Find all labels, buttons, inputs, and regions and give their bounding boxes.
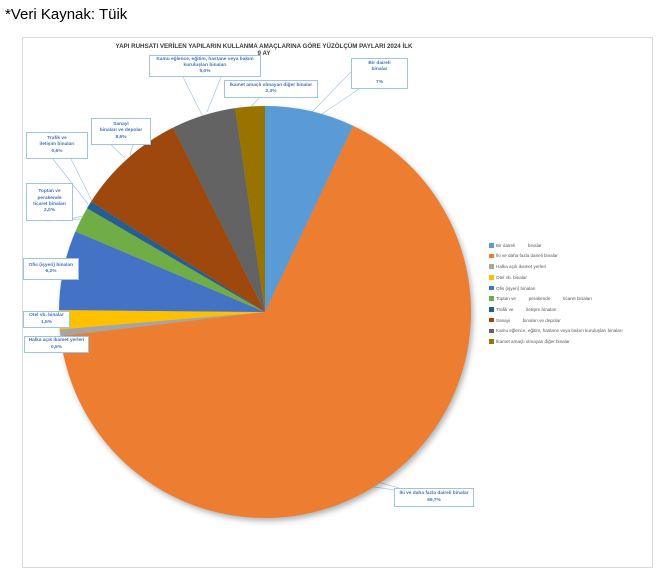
pie-chart [46, 71, 472, 519]
leader-line-bir_daireli [315, 88, 360, 119]
legend-label: Kamu eğlence, eğitim, hastane veya bakım… [496, 328, 623, 334]
legend-item-trafik: Trafik ve iletişim binaları [489, 307, 623, 312]
data-label-text: perakende [37, 195, 62, 201]
data-source-note: *Veri Kaynak: Tüik [5, 6, 128, 23]
data-label-percent: 6,2% [45, 269, 57, 274]
legend-swatch-icon [489, 328, 494, 333]
legend-label: Bir daireli binalar [496, 242, 542, 248]
legend-item-bir_daireli: Bir daireli binalar [489, 243, 623, 248]
legend-swatch-icon [489, 339, 494, 344]
data-label-text: Ofis (işyeri) binaları [28, 262, 74, 268]
leader-line-sanayi [129, 144, 134, 156]
data-label-text: binaları ve depolar [99, 128, 143, 134]
legend-swatch-icon [489, 264, 494, 269]
pie-slice-bir_daireli [265, 106, 354, 312]
legend-label: İkamet amaçlı olmayan diğer binalar [496, 338, 570, 344]
leader-line-trafik [70, 158, 93, 202]
data-label-percent: 2,3% [265, 89, 277, 94]
legend-label: Halka açık ikamet yerleri [496, 264, 547, 270]
legend-label: İki ve daha fazla daireli binalar [496, 253, 558, 259]
leader-line-bir_daireli [310, 71, 352, 114]
legend-label: Sanayi binaları ve depolar [496, 317, 561, 323]
leader-line-ikamet_diger [249, 97, 260, 109]
legend-swatch-icon [489, 307, 494, 312]
chart-frame: YAPI RUHSATI VERİLEN YAPILARIN KULLANMA … [22, 37, 653, 568]
data-label-text: Bir daireli [368, 61, 391, 66]
data-label-iki_ve_daha: İki ve daha fazla daireli binalar 65,7% [394, 488, 474, 507]
data-label-text: binalar [371, 67, 388, 73]
legend-swatch-icon [489, 253, 494, 259]
data-label-text: Toptan ve [38, 189, 61, 195]
data-label-text: Trafik ve [47, 136, 67, 141]
legend-item-sanayi: Sanayi binaları ve depolar [489, 318, 623, 323]
leader-line-kamu [182, 76, 203, 116]
data-label-text: iletişim binaları [39, 142, 75, 148]
data-label-text: Halka açık ikamet yerleri [28, 338, 85, 344]
data-label-text: ticaret binaları [33, 202, 66, 207]
legend-swatch-icon [489, 285, 494, 291]
chart-title: YAPI RUHSATI VERİLEN YAPILARIN KULLANMA … [115, 43, 413, 57]
legend-item-halka: Halka açık ikamet yerleri [489, 264, 623, 269]
pie-slice-trafik [87, 201, 265, 312]
pie-slice-ofis [59, 231, 266, 312]
pie-slice-halka [59, 312, 265, 337]
pie-slice-kamu [173, 108, 265, 312]
pie-slice-iki_ve_daha [60, 125, 472, 519]
pie-slice-ikamet_diger [235, 106, 265, 312]
data-label-sanayi: Sanayi binaları ve depolar 8,6% [91, 118, 151, 145]
data-label-text: İkamet amaçlı olmayan diğer binalar [229, 82, 313, 88]
data-label-percent: 5,0% [199, 69, 211, 75]
data-label-text: kuruluşları binaları [183, 62, 227, 68]
chart-legend: Bir daireli binalar İki ve daha fazla dai… [489, 243, 623, 350]
pie-slice-otel [59, 310, 266, 330]
legend-label: Ofis (işyeri) binaları [496, 285, 536, 291]
data-label-halka: Halka açık ikamet yerleri 0,5% [24, 336, 89, 353]
data-label-percent: 0,6% [51, 148, 63, 154]
legend-item-kamu: Kamu eğlence, eğitim, hastane veya bakım… [489, 328, 623, 334]
legend-label: Otel vb. binalar [496, 274, 527, 280]
data-label-otel: Otel vb. binalar 1,5% [23, 311, 70, 328]
data-label-ofis: Ofis (işyeri) binaları 6,2% [23, 258, 79, 280]
data-label-ikamet_diger: İkamet amaçlı olmayan diğer binalar 2,3% [224, 80, 318, 98]
data-label-text: Otel vb. binalar [29, 313, 64, 319]
pie-slice-toptan [75, 208, 265, 312]
data-label-bir_daireli: Bir daireli binalar 7% [351, 58, 408, 89]
data-label-kamu: Kamu eğlence, eğitim, hastane veya bakım… [149, 55, 261, 77]
data-label-percent: 8,6% [115, 134, 127, 140]
data-label-percent: 2,0% [44, 208, 55, 214]
data-label-percent: 65,7% [427, 497, 441, 503]
legend-swatch-icon [489, 317, 494, 323]
legend-item-iki_ve_daha: İki ve daha fazla daireli binalar [489, 253, 623, 259]
legend-item-toptan: Toptan ve perakende ticaret binaları [489, 296, 623, 301]
legend-item-ofis: Ofis (işyeri) binaları [489, 286, 623, 291]
data-label-toptan: Toptan ve perakende ticaret binaları 2,0% [26, 183, 73, 221]
legend-item-otel: Otel vb. binalar [489, 275, 623, 280]
legend-label: Toptan ve perakende ticaret binaları [496, 296, 593, 302]
legend-label: Trafik ve iletişim binaları [496, 306, 557, 312]
data-label-text: Kamu eğlence, eğitim, hastane veya bakım [156, 56, 254, 62]
legend-item-ikamet_diger: İkamet amaçlı olmayan diğer binalar [489, 339, 623, 344]
leader-line-kamu [206, 76, 222, 113]
data-label-text: İki ve daha fazla daireli binalar [399, 491, 469, 497]
leader-line-sanayi [110, 144, 126, 159]
data-label-text: Sanayi [113, 122, 129, 127]
leader-line-trafik [52, 158, 89, 205]
data-label-trafik: Trafik ve iletişim binaları 0,6% [26, 132, 88, 159]
legend-swatch-icon [489, 243, 494, 248]
data-label-percent: 0,5% [51, 344, 62, 350]
legend-swatch-icon [489, 296, 494, 301]
pie-slice-sanayi [91, 127, 265, 312]
data-label-percent: 1,5% [41, 319, 52, 325]
data-label-percent: 7% [376, 79, 383, 85]
legend-swatch-icon [489, 275, 494, 280]
